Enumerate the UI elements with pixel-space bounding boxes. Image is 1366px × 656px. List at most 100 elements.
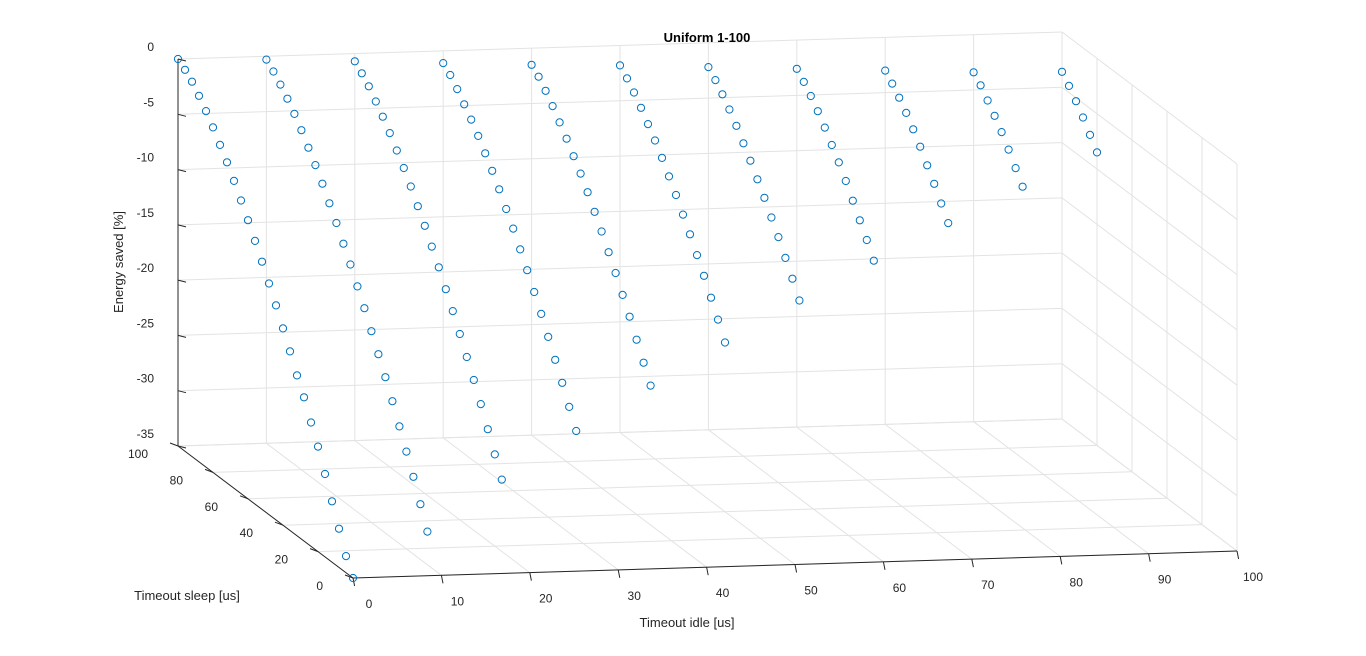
- data-point: [439, 59, 448, 68]
- grid-line: [1061, 197, 1238, 331]
- data-point: [441, 285, 450, 294]
- data-point: [406, 182, 415, 191]
- y-tick-label: 100: [128, 447, 148, 461]
- y-tick-mark: [169, 442, 179, 447]
- x-tick-mark: [529, 572, 532, 581]
- data-point: [746, 156, 755, 165]
- data-point: [276, 80, 285, 89]
- data-point: [427, 242, 436, 251]
- data-point: [629, 88, 639, 97]
- z-tick-mark: [177, 58, 187, 62]
- tick-layer: 0 10 20 30 40 50 60 70 80 90 100 0 20 40 60 80 100 0 -5 -10…: [128, 40, 1263, 611]
- data-point: [297, 126, 306, 135]
- data-point: [453, 85, 462, 94]
- x-tick-label: 70: [981, 578, 995, 592]
- data-point: [685, 230, 695, 239]
- data-point: [1071, 97, 1081, 106]
- grid-line: [177, 31, 1063, 60]
- data-point: [278, 324, 288, 333]
- data-point: [467, 115, 476, 124]
- y-axis-line: [177, 445, 354, 579]
- x-tick-label: 80: [1070, 575, 1084, 589]
- data-point: [320, 469, 330, 479]
- data-point: [576, 169, 585, 178]
- data-point: [739, 139, 748, 148]
- data-point: [983, 96, 992, 105]
- z-tick-label: 0: [147, 40, 154, 54]
- x-tick-mark: [440, 575, 444, 584]
- data-point: [725, 105, 734, 114]
- data-point: [243, 216, 253, 225]
- data-point: [367, 327, 376, 336]
- data-point: [841, 176, 850, 186]
- grid-line: [1061, 142, 1238, 275]
- y-tick-label: 80: [170, 473, 184, 487]
- data-point: [434, 263, 443, 272]
- data-point: [346, 260, 355, 269]
- data-point: [625, 312, 634, 321]
- data-point: [650, 136, 660, 145]
- data-point: [902, 108, 911, 118]
- z-tick-label: -10: [137, 151, 155, 165]
- data-point: [1078, 113, 1088, 122]
- y-tick-mark: [274, 521, 284, 526]
- grid-line: [354, 440, 531, 573]
- grid-line: [177, 142, 1063, 171]
- y-tick-label: 60: [205, 500, 219, 514]
- grid-line: [1061, 31, 1238, 165]
- data-point: [541, 86, 550, 95]
- data-point: [604, 248, 613, 257]
- data-point: [622, 74, 632, 83]
- data-point: [767, 213, 776, 222]
- data-point: [229, 176, 239, 185]
- y-tick-mark: [239, 495, 249, 500]
- x-tick-mark: [882, 561, 886, 570]
- data-point: [534, 72, 543, 81]
- data-point: [657, 153, 667, 162]
- data-point: [378, 112, 387, 121]
- data-point: [888, 79, 897, 88]
- data-point: [555, 118, 564, 127]
- data-point: [423, 527, 432, 536]
- x-tick-label: 50: [804, 584, 818, 598]
- data-point: [1085, 130, 1095, 139]
- y-tick-label: 20: [275, 553, 289, 567]
- grid-line: [177, 363, 1063, 392]
- data-point: [732, 121, 741, 130]
- data-point: [290, 109, 299, 119]
- data-point: [194, 91, 204, 100]
- x-tick-mark: [617, 569, 621, 578]
- data-point: [341, 552, 351, 561]
- data-point: [374, 350, 383, 359]
- x-tick-mark: [1148, 553, 1151, 562]
- z-tick-label: -15: [137, 206, 155, 220]
- grid-line: [1061, 86, 1238, 220]
- data-point: [304, 143, 313, 152]
- data-point: [990, 111, 999, 120]
- data-point: [997, 128, 1006, 137]
- z-tick-label: -25: [137, 316, 155, 330]
- data-point: [1092, 148, 1102, 157]
- data-point: [455, 329, 464, 339]
- data-point: [392, 146, 401, 155]
- grid-line: [177, 418, 1063, 447]
- data-point: [806, 91, 815, 101]
- data-point: [1004, 145, 1013, 154]
- z-tick-mark: [177, 113, 187, 117]
- data-point: [788, 274, 797, 283]
- x-tick-mark: [794, 564, 798, 573]
- data-point: [976, 81, 985, 90]
- y-tick-mark: [344, 574, 354, 579]
- data-point: [353, 282, 362, 291]
- x-tick-label: 60: [893, 581, 907, 595]
- data-point: [402, 447, 411, 456]
- data-point: [360, 304, 369, 313]
- x-tick-label: 10: [451, 594, 465, 608]
- data-point: [820, 123, 829, 132]
- data-point: [895, 93, 904, 102]
- grid-line: [177, 197, 1063, 226]
- data-point: [862, 235, 871, 245]
- y-tick-mark: [204, 468, 214, 473]
- data-point: [639, 358, 648, 367]
